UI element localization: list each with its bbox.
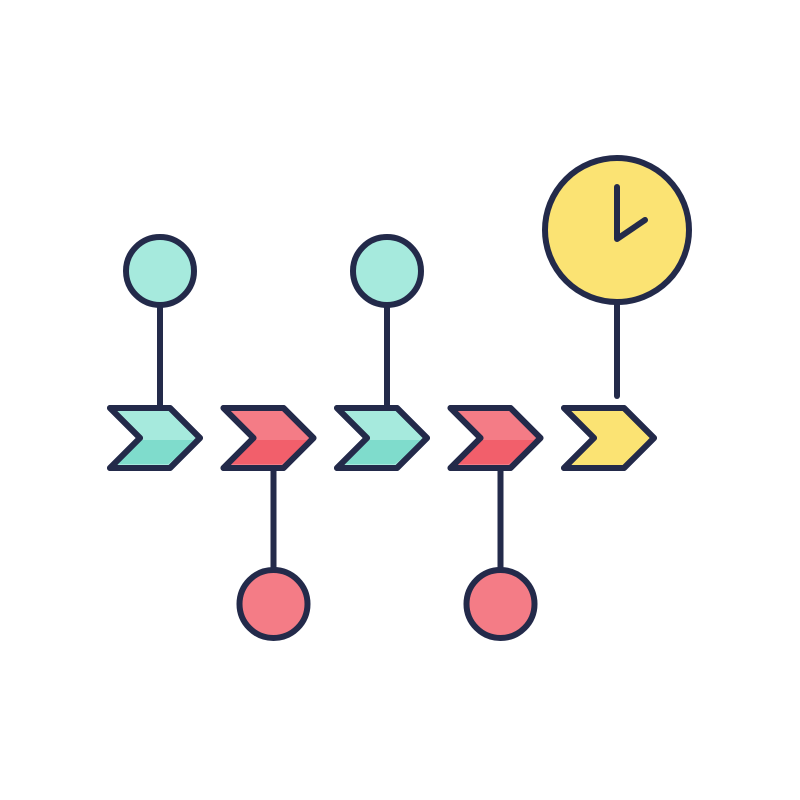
timeline-chevrons [107, 405, 657, 471]
chevron-outline [220, 405, 317, 471]
chevron-step-4 [447, 405, 544, 471]
chevron-outline [107, 405, 203, 471]
chevron-shade [116, 440, 198, 464]
chevron-step-2 [220, 405, 317, 471]
milestone-circle-bottom [463, 567, 538, 641]
milestone-circle-top [350, 234, 424, 308]
milestone-circle-bottom [236, 567, 311, 641]
chevron-step-3 [334, 405, 430, 471]
chevron-shade [343, 440, 425, 464]
chevron-shade [570, 440, 652, 464]
chevron-step-1 [107, 405, 203, 471]
chevron-outline [447, 405, 544, 471]
clock-hands [614, 184, 648, 242]
chevron-outline [561, 405, 657, 471]
chevron-outline [334, 405, 430, 471]
chevron-shade [229, 440, 312, 464]
clock-icon [542, 155, 692, 305]
timeline-markers [123, 155, 692, 641]
chevron-shade [456, 440, 539, 464]
chevron-step-5 [561, 405, 657, 471]
milestone-circle-top [123, 234, 197, 308]
